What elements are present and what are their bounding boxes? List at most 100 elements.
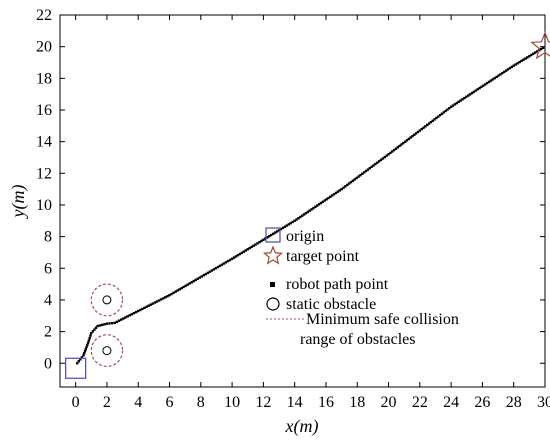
- robot-path-point: [186, 283, 189, 286]
- robot-path-point: [389, 151, 392, 155]
- robot-path-point: [145, 305, 148, 308]
- robot-path-point: [174, 290, 177, 293]
- robot-path-point: [202, 274, 206, 277]
- robot-path-point: [188, 282, 191, 285]
- robot-path-point: [198, 276, 201, 279]
- robot-path-point: [117, 319, 121, 322]
- robot-path-point: [222, 262, 226, 265]
- legend-path-icon: [270, 282, 275, 287]
- robot-path-point: [539, 47, 543, 51]
- robot-path-point: [295, 218, 298, 221]
- robot-path-point: [126, 315, 129, 318]
- robot-path-point: [252, 244, 255, 247]
- robot-path-point: [83, 349, 87, 353]
- robot-path-point: [503, 70, 506, 74]
- legend: origin target point robot path point static…: [262, 227, 459, 348]
- robot-path-point: [449, 105, 453, 109]
- robot-path-point: [497, 74, 500, 77]
- robot-path-point: [262, 238, 265, 241]
- y-tick-label: 12: [36, 165, 52, 182]
- robot-path-point: [394, 147, 398, 150]
- robot-path-point: [451, 104, 455, 107]
- robot-path-point: [489, 79, 493, 82]
- robot-path-point: [240, 251, 244, 255]
- robot-path-point: [283, 225, 287, 228]
- robot-path-point: [86, 341, 90, 344]
- robot-path-point: [83, 352, 86, 355]
- robot-path-point: [122, 317, 125, 320]
- legend-obstacle-label: static obstacle: [286, 296, 376, 313]
- robot-path-point: [368, 167, 371, 170]
- y-tick-label: 0: [44, 355, 52, 372]
- robot-path-point: [200, 275, 204, 278]
- robot-path-point: [164, 296, 167, 299]
- robot-path-point: [342, 186, 345, 189]
- robot-path-point: [422, 126, 425, 129]
- robot-path-point: [331, 194, 334, 197]
- robot-path-point: [383, 155, 386, 159]
- y-tick-label: 20: [36, 39, 52, 56]
- x-tick-label: 8: [197, 394, 205, 411]
- x-tick-label: 28: [506, 394, 522, 411]
- robot-path-point: [196, 277, 199, 280]
- plot-area-frame: [59, 14, 546, 388]
- robot-path-point: [403, 140, 407, 143]
- robot-path-point: [420, 127, 423, 131]
- robot-path-point: [448, 107, 451, 110]
- robot-path-point: [482, 84, 485, 87]
- robot-path-point: [85, 345, 88, 349]
- robot-path-point: [180, 286, 183, 290]
- robot-path-point: [317, 203, 321, 206]
- safe-range-circle: [90, 283, 124, 317]
- robot-path-point: [206, 271, 210, 275]
- robot-path-point: [168, 293, 171, 297]
- robot-path-point: [110, 321, 114, 325]
- robot-path-point: [238, 252, 242, 256]
- robot-path-point: [260, 239, 263, 243]
- robot-path-point: [532, 52, 535, 55]
- legend-safe-range-label-2: range of obstacles: [300, 331, 416, 348]
- robot-path-point: [94, 326, 98, 330]
- robot-path-point: [84, 347, 88, 351]
- robot-path-point: [312, 206, 315, 210]
- legend-target-icon: [262, 245, 284, 265]
- robot-path-point: [514, 63, 517, 66]
- robot-path-point: [248, 246, 251, 250]
- robot-path-point: [93, 328, 96, 331]
- robot-path-point: [377, 160, 381, 163]
- target-marker: [530, 30, 550, 60]
- axis-ticks: [60, 14, 546, 387]
- robot-path-point: [493, 76, 496, 80]
- robot-path-point: [385, 154, 388, 157]
- robot-path-point: [244, 249, 247, 252]
- robot-path-point: [279, 227, 283, 231]
- robot-path-point: [79, 358, 82, 361]
- origin-marker: [65, 357, 87, 379]
- robot-path-point: [166, 295, 169, 298]
- robot-path-point: [306, 210, 310, 214]
- robot-path-point: [77, 360, 80, 363]
- robot-path-point: [258, 240, 261, 244]
- robot-path-point: [409, 136, 412, 139]
- robot-path-point: [98, 324, 102, 327]
- robot-path-point: [466, 94, 470, 97]
- robot-path-point: [534, 51, 537, 54]
- robot-path-point: [119, 318, 123, 321]
- robot-path-point: [325, 198, 328, 201]
- x-axis-label: x(m): [285, 416, 319, 437]
- robot-path-point: [364, 169, 368, 173]
- robot-path-point: [194, 278, 197, 282]
- robot-path-point: [105, 322, 109, 325]
- robot-path-point: [426, 123, 429, 127]
- robot-path-point: [264, 237, 267, 240]
- robot-path-point: [480, 85, 483, 89]
- robot-path-point: [87, 339, 91, 342]
- robot-path-point: [143, 306, 146, 310]
- robot-path-point: [370, 165, 373, 169]
- robot-path-point: [487, 80, 491, 84]
- robot-path-point: [226, 259, 230, 263]
- robot-path-point: [157, 299, 161, 302]
- y-tick-label: 2: [44, 324, 52, 341]
- robot-path-point: [372, 164, 375, 167]
- robot-path-point: [340, 187, 343, 191]
